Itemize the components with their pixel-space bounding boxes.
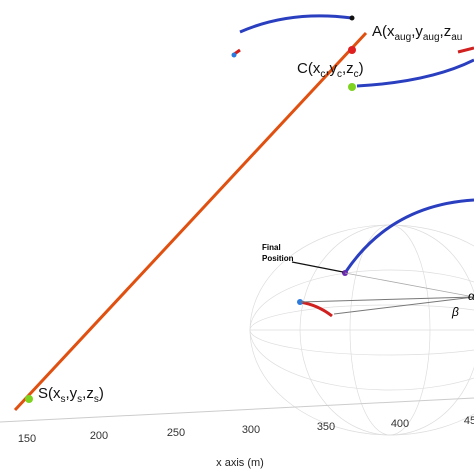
final-label: Final bbox=[262, 243, 281, 252]
x-axis-line bbox=[0, 397, 474, 423]
label-part: ,y bbox=[66, 385, 78, 402]
point-label: C(xc,yc,zc) bbox=[297, 60, 364, 80]
point-s bbox=[25, 395, 33, 403]
subscript: au bbox=[451, 32, 462, 43]
pointer bbox=[291, 261, 344, 273]
label-part: ,y bbox=[325, 60, 337, 77]
x-tick-label: 250 bbox=[167, 427, 185, 439]
label-part: ,z bbox=[440, 23, 452, 40]
label-part: ,z bbox=[82, 385, 94, 402]
x-tick-label: 400 bbox=[391, 418, 409, 430]
x-tick-label: 300 bbox=[242, 424, 260, 436]
label-part: ,y bbox=[411, 23, 423, 40]
x-tick-label: 350 bbox=[317, 421, 335, 433]
label-part: C(x bbox=[297, 60, 321, 77]
x-tick-label: 200 bbox=[90, 430, 108, 442]
trajectory-arc bbox=[343, 198, 474, 274]
subscript: s bbox=[61, 394, 66, 405]
x-tick-label: 45 bbox=[464, 415, 474, 427]
x-tick-label: 150 bbox=[18, 433, 36, 445]
beta-label: β bbox=[451, 305, 459, 319]
point-c bbox=[348, 83, 356, 91]
final-label: Position bbox=[262, 254, 294, 263]
ray bbox=[344, 272, 474, 298]
subscript: aug bbox=[395, 32, 412, 43]
point-label: S(xs,ys,zs) bbox=[38, 385, 104, 405]
trajectory-arc bbox=[356, 58, 474, 88]
x-axis-label: x axis (m) bbox=[216, 457, 264, 469]
point bbox=[349, 15, 355, 21]
label-part: ) bbox=[99, 385, 104, 402]
subscript: s bbox=[77, 394, 82, 405]
label-part: ) bbox=[359, 60, 364, 77]
subscript: c bbox=[320, 69, 325, 80]
label-part: A(x bbox=[372, 23, 395, 40]
subscript: s bbox=[94, 394, 99, 405]
line-of-sight bbox=[13, 31, 368, 412]
trajectory-arc bbox=[239, 14, 353, 34]
ray bbox=[333, 296, 474, 315]
point bbox=[231, 52, 237, 58]
sphere bbox=[249, 224, 474, 436]
alpha-label: α bbox=[468, 289, 474, 303]
label-part: S(x bbox=[38, 385, 61, 402]
subscript: c bbox=[354, 69, 359, 80]
subscript: aug bbox=[423, 32, 440, 43]
subscript: c bbox=[337, 69, 342, 80]
trajectory-segment bbox=[299, 300, 333, 318]
trajectory-segment bbox=[457, 46, 474, 54]
ray bbox=[299, 296, 474, 303]
point-label: A(xaug,yaug,zau bbox=[372, 23, 462, 43]
label-part: ,z bbox=[342, 60, 354, 77]
point-a bbox=[348, 46, 356, 54]
